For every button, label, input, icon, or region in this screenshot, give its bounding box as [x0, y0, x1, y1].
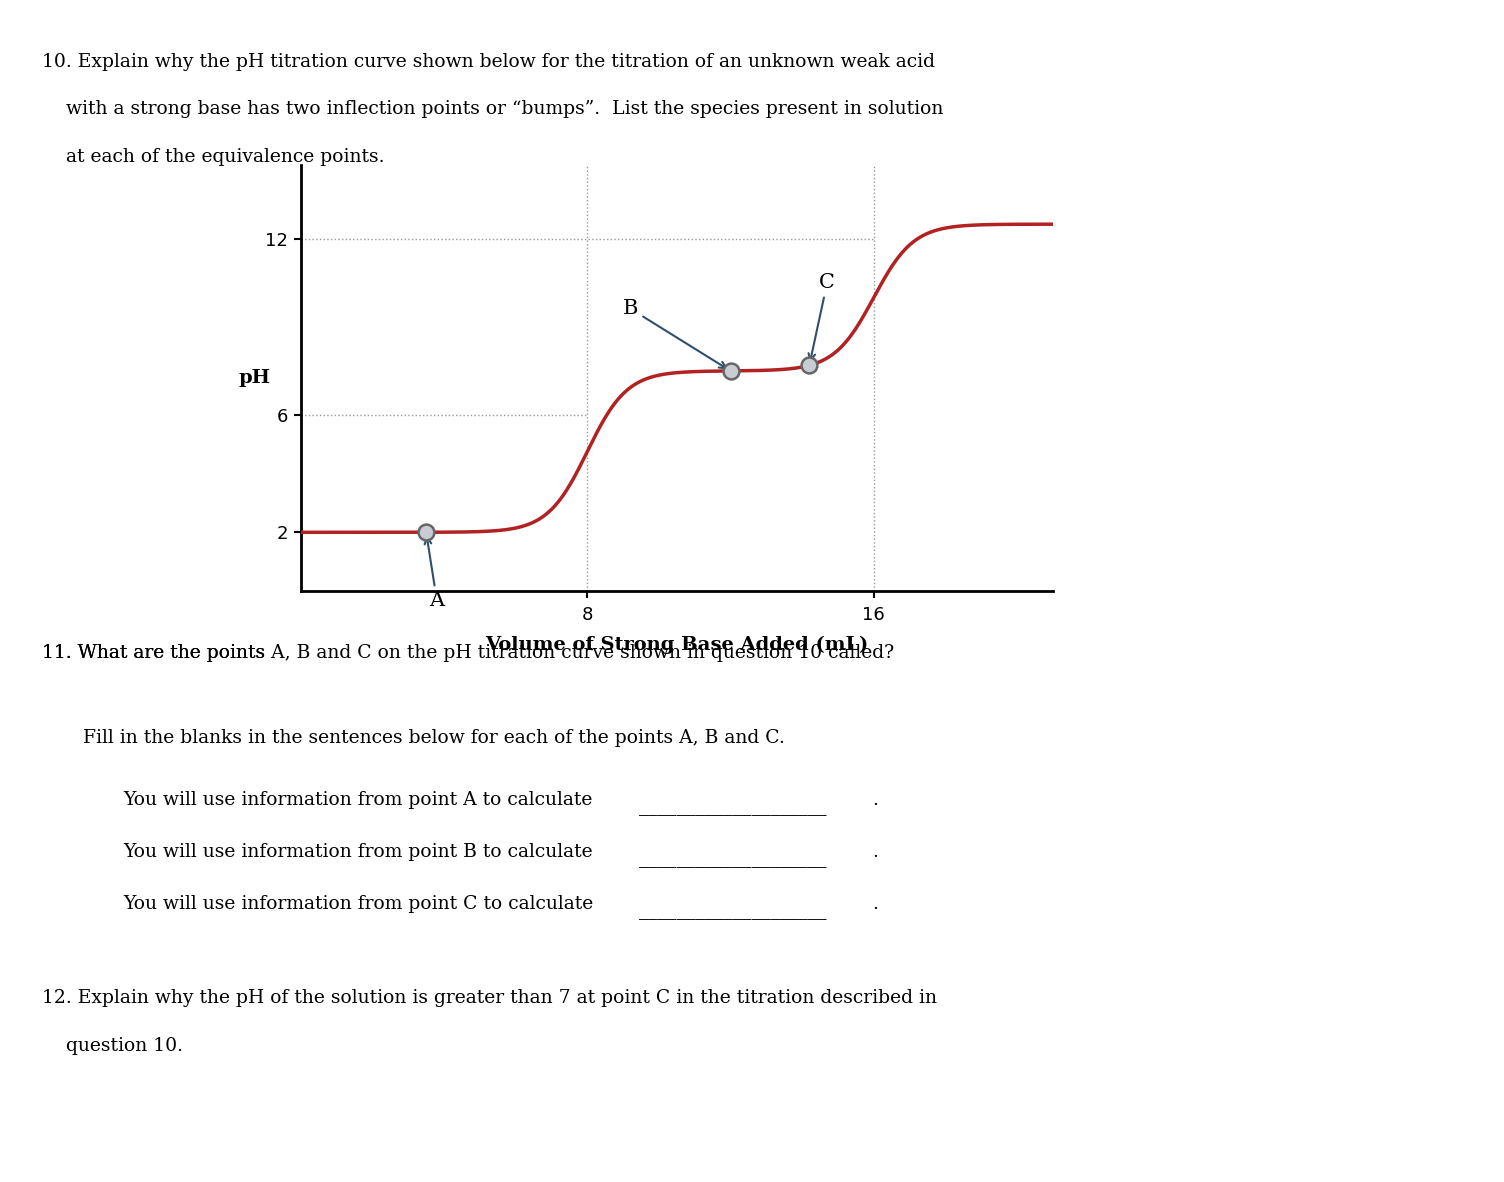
- Text: ____________________: ____________________: [639, 798, 827, 816]
- Text: You will use information from point A to calculate: You will use information from point A to…: [123, 791, 593, 808]
- Text: ____________________: ____________________: [639, 902, 827, 920]
- Text: A: A: [424, 538, 445, 610]
- Text: C: C: [809, 273, 835, 361]
- Y-axis label: pH: pH: [238, 369, 271, 388]
- Text: B: B: [623, 299, 726, 369]
- Point: [414, 522, 438, 541]
- Text: with a strong base has two inflection points or “bumps”.  List the species prese: with a strong base has two inflection po…: [42, 100, 943, 118]
- Text: 11. What are the points: 11. What are the points: [42, 644, 271, 662]
- Text: .: .: [872, 895, 878, 913]
- Text: 10. Explain why the pH titration curve shown below for the titration of an unkno: 10. Explain why the pH titration curve s…: [42, 53, 935, 71]
- Text: at each of the equivalence points.: at each of the equivalence points.: [42, 148, 385, 165]
- Text: question 10.: question 10.: [42, 1037, 183, 1054]
- Text: .: .: [872, 843, 878, 860]
- X-axis label: Volume of Strong Base Added (mL): Volume of Strong Base Added (mL): [486, 636, 868, 654]
- Point: [719, 362, 743, 381]
- Text: .: .: [872, 791, 878, 808]
- Text: 12. Explain why the pH of the solution is greater than 7 at point C in the titra: 12. Explain why the pH of the solution i…: [42, 989, 937, 1007]
- Text: ____________________: ____________________: [639, 850, 827, 868]
- Point: [797, 356, 821, 375]
- Text: You will use information from point B to calculate: You will use information from point B to…: [123, 843, 593, 860]
- Text: Fill in the blanks in the sentences below for each of the points A, B and C.: Fill in the blanks in the sentences belo…: [83, 729, 785, 747]
- Text: You will use information from point C to calculate: You will use information from point C to…: [123, 895, 594, 913]
- Text: 11. What are the points ​A​, ​B​ and ​C​ on the pH titration curve shown in ques: 11. What are the points ​A​, ​B​ and ​C​…: [42, 644, 895, 662]
